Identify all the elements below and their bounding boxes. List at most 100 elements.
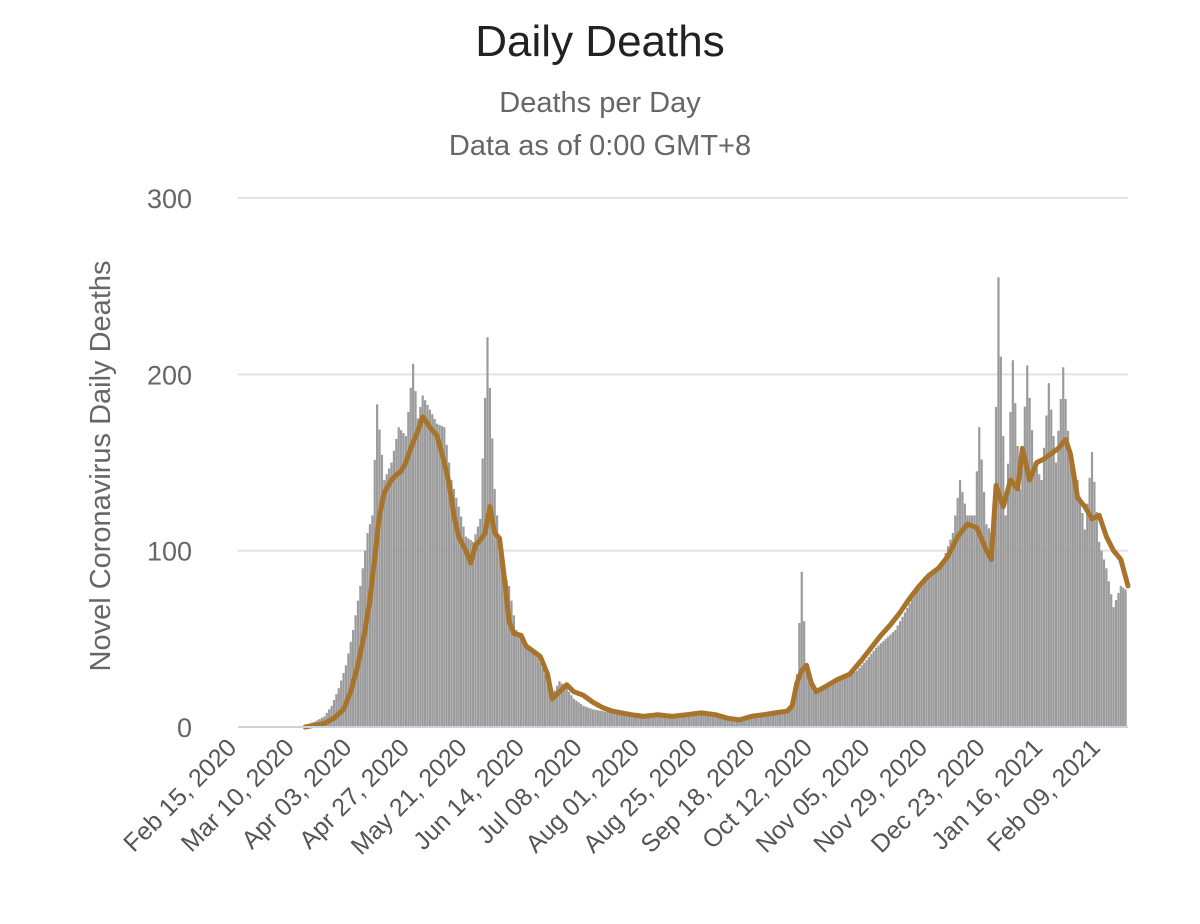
daily-bar [882,641,885,727]
daily-bar [563,685,566,727]
daily-bar [860,665,863,727]
daily-bar [1105,568,1108,727]
daily-bar [464,536,468,727]
daily-bar [438,424,441,727]
daily-bar [803,621,806,727]
daily-bar [738,719,741,727]
daily-bar [529,649,532,727]
daily-bar [841,678,844,727]
daily-bar [942,559,945,727]
daily-bar [337,688,340,727]
daily-bar [663,715,667,727]
daily-bar [471,541,475,727]
daily-bar [767,715,770,727]
daily-bar [488,387,491,727]
daily-bar [982,491,986,727]
daily-bar [656,715,659,727]
daily-bar [392,450,396,727]
daily-bar [1098,541,1101,727]
daily-bar [1004,515,1007,727]
daily-bar [795,674,799,727]
daily-bar [491,438,494,727]
daily-bar [783,711,787,727]
daily-bar [539,662,542,727]
daily-bar [402,433,405,727]
daily-bar [910,599,914,727]
daily-bar [383,480,386,727]
daily-bar [1040,480,1043,727]
daily-bar [752,717,755,727]
daily-bar [1052,436,1055,727]
daily-bar [407,411,410,727]
daily-bar [817,689,820,727]
daily-bar [515,630,518,727]
daily-bar [368,524,372,727]
daily-bar [968,515,971,727]
daily-bar [683,713,686,727]
daily-bar [536,656,539,727]
daily-bar [769,714,772,727]
daily-bar [1119,585,1122,727]
daily-bar [781,712,784,727]
daily-bar [1057,430,1060,727]
daily-bar [440,426,444,727]
daily-bar [937,565,940,727]
daily-bar [728,719,731,727]
daily-bar [445,444,448,727]
y-tick-label-1: 100 [147,537,192,567]
daily-bar [376,404,379,727]
daily-bar [865,659,868,727]
daily-bar [690,713,693,727]
daily-bar [426,404,429,727]
daily-bar [997,277,1000,727]
daily-bar [1026,365,1029,727]
daily-bar [966,515,969,727]
daily-bar [695,714,698,727]
daily-bar [553,690,556,727]
daily-bar [1042,447,1046,727]
daily-bar [565,688,568,727]
daily-bar [975,471,978,727]
daily-bar [1117,592,1120,727]
daily-bar [925,575,928,727]
daily-bar [1035,468,1038,727]
daily-bar [1047,383,1050,727]
daily-bar [1066,430,1070,727]
daily-bar [587,707,590,727]
daily-bar [963,503,966,727]
daily-bar [1088,477,1091,727]
daily-bar [1014,403,1017,727]
daily-bar [896,625,899,727]
daily-bar [934,568,938,727]
daily-bar [913,594,916,727]
daily-bar [424,400,427,727]
daily-bar [702,715,705,727]
daily-bar [555,685,559,727]
daily-bar [1021,447,1024,727]
daily-bar [855,670,859,727]
daily-bar [944,552,947,727]
daily-bar [870,653,873,727]
daily-bar [958,480,962,727]
daily-bar [546,681,549,727]
daily-bar [400,430,403,727]
daily-bar [1124,589,1127,727]
daily-bar [412,363,415,727]
daily-bar [846,676,849,727]
daily-bar [474,534,477,727]
daily-bar [747,717,751,727]
daily-bar [507,585,511,727]
daily-bar [644,715,647,727]
daily-bar [762,715,765,727]
daily-bar [1074,474,1077,727]
daily-bar [961,491,964,727]
daily-bar [889,634,892,727]
daily-bar [721,718,724,727]
daily-bar [735,719,739,727]
daily-bar [1112,607,1115,727]
daily-bar [558,681,561,727]
daily-bar [771,714,775,727]
daily-bar [822,688,825,727]
daily-bar [884,638,887,727]
daily-bar [731,719,734,727]
